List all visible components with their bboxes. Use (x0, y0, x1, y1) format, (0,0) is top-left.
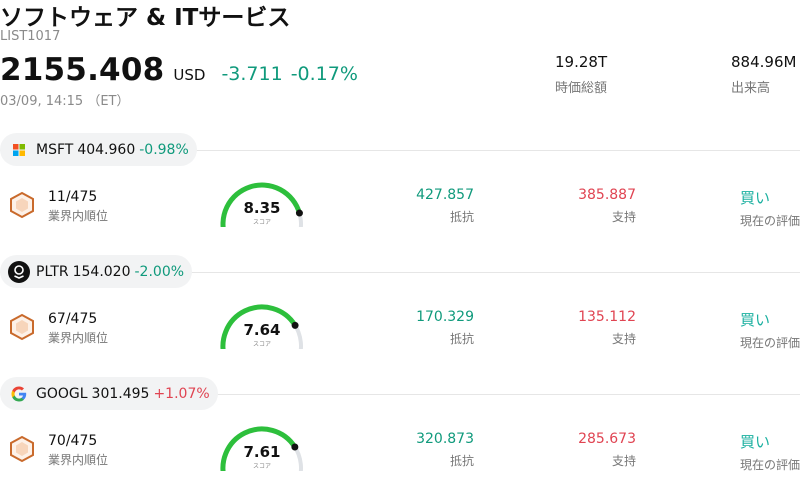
stock-row[interactable]: MSFT 404.960 -0.98% 11/475 業界内順位 8.35 スコ… (0, 133, 800, 255)
rating[interactable]: 買い 現在の評価 (740, 431, 800, 473)
resistance-value: 320.873 (416, 431, 474, 447)
score-label: スコア (252, 219, 271, 226)
price-row: 2155.408 USD -3.711 -0.17% (0, 52, 358, 88)
volume-stat: 884.96M 出来高 (731, 53, 796, 96)
support-value: 385.887 (578, 187, 636, 203)
stock-pill[interactable]: PLTR 154.020 -2.00% (0, 255, 193, 288)
stock-price: 404.960 (77, 141, 136, 158)
resistance-value: 170.329 (416, 309, 474, 325)
support-level: 135.112 支持 (560, 309, 636, 347)
score-label: スコア (252, 463, 271, 470)
industry-rank-label: 業界内順位 (48, 453, 109, 467)
stock-ticker: PLTR (36, 263, 69, 280)
resistance-value: 427.857 (416, 187, 474, 203)
rank-hexagon-icon (10, 313, 34, 341)
stock-row[interactable]: PLTR 154.020 -2.00% 67/475 業界内順位 7.64 スコ… (0, 255, 800, 377)
rating-value: 買い (740, 189, 771, 207)
score-gauge-fill (220, 182, 302, 227)
stock-ticker: GOOGL (36, 385, 88, 402)
stock-pill[interactable]: MSFT 404.960 -0.98% (0, 133, 197, 166)
stock-change-percent: -2.00% (134, 263, 185, 280)
industry-rank-value: 11/475 (48, 189, 98, 205)
score-gauge-marker (291, 443, 299, 451)
google-logo-icon (8, 383, 30, 405)
score-gauge (220, 182, 303, 227)
support-level: 385.887 支持 (560, 187, 636, 225)
score-gauge-marker (295, 209, 303, 217)
volume-value: 884.96M (731, 53, 797, 71)
currency-label: USD (173, 66, 206, 84)
timestamp: 03/09, 14:15 （ET） (0, 94, 130, 109)
score-value: 7.64 (243, 321, 281, 339)
stock-row[interactable]: GOOGL 301.495 +1.07% 70/475 業界内順位 7.61 ス… (0, 377, 800, 488)
support-label: 支持 (611, 332, 636, 346)
price-change: -3.711 (221, 63, 283, 85)
index-code: LIST1017 (0, 29, 61, 44)
stock-pill[interactable]: GOOGL 301.495 +1.07% (0, 377, 218, 410)
stock-ticker: MSFT (36, 141, 74, 158)
volume-label: 出来高 (731, 81, 771, 96)
support-level: 285.673 支持 (560, 431, 636, 469)
support-label: 支持 (611, 210, 636, 224)
rating[interactable]: 買い 現在の評価 (740, 309, 800, 351)
score-gauge-fill (220, 426, 298, 471)
microsoft-logo-icon (8, 139, 30, 161)
stock-change-percent: +1.07% (153, 385, 210, 402)
rating[interactable]: 買い 現在の評価 (740, 187, 800, 229)
score-gauge-marker (291, 321, 299, 329)
market-cap-stat: 19.28T 時価総額 (555, 53, 607, 96)
industry-rank-value: 70/475 (48, 433, 98, 449)
stock-price: 154.020 (72, 263, 131, 280)
resistance-label: 抵抗 (449, 332, 474, 346)
resistance-level: 320.873 抵抗 (400, 431, 474, 469)
market-cap-label: 時価総額 (555, 81, 608, 96)
market-cap-value: 19.28T (555, 53, 608, 71)
resistance-level: 427.857 抵抗 (400, 187, 474, 225)
support-label: 支持 (611, 454, 636, 468)
score-label: スコア (252, 341, 271, 348)
rating-label: 現在の評価 (740, 458, 800, 472)
palantir-logo-icon (8, 260, 30, 283)
rank-hexagon-icon (10, 191, 34, 219)
row-divider (0, 150, 800, 151)
resistance-level: 170.329 抵抗 (400, 309, 474, 347)
rating-label: 現在の評価 (740, 214, 800, 228)
row-divider (0, 394, 800, 395)
score-value: 8.35 (243, 199, 281, 217)
stock-change-percent: -0.98% (139, 141, 189, 158)
resistance-label: 抵抗 (449, 210, 474, 224)
rating-value: 買い (740, 311, 771, 329)
rating-value: 買い (740, 433, 771, 451)
score-gauge (220, 426, 303, 471)
stock-price: 301.495 (91, 385, 150, 402)
rating-label: 現在の評価 (740, 336, 800, 350)
score-gauge (220, 304, 303, 349)
support-value: 285.673 (578, 431, 636, 447)
industry-rank-label: 業界内順位 (48, 331, 109, 345)
score-gauge-fill (220, 304, 298, 349)
resistance-label: 抵抗 (449, 454, 474, 468)
row-divider (0, 272, 800, 273)
page-title: ソフトウェア & ITサービス (0, 5, 291, 31)
score-value: 7.61 (243, 443, 281, 461)
support-value: 135.112 (578, 309, 636, 325)
index-price: 2155.408 (0, 52, 165, 88)
industry-rank-label: 業界内順位 (48, 209, 109, 223)
price-change-percent: -0.17% (290, 63, 358, 85)
industry-rank-value: 67/475 (48, 311, 98, 327)
rank-hexagon-icon (10, 435, 34, 463)
